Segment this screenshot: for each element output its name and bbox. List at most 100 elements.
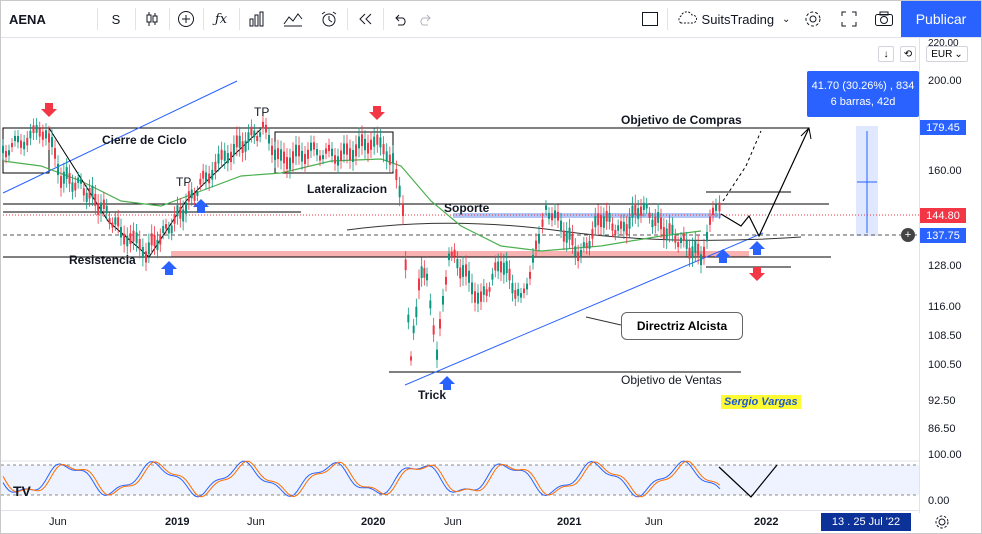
candle-body bbox=[307, 149, 309, 159]
layout-name[interactable]: SuitsTrading ⌄ bbox=[673, 1, 793, 37]
candle-body bbox=[574, 246, 577, 257]
candle-body bbox=[502, 262, 505, 275]
replay-icon[interactable] bbox=[353, 1, 377, 37]
osc-projection bbox=[718, 464, 778, 498]
candle-body bbox=[280, 149, 282, 161]
crosshair-date-tag: 13 . 25 Jul '22 bbox=[821, 513, 911, 531]
candle-body bbox=[418, 278, 420, 291]
candle-body bbox=[407, 314, 410, 323]
candle-body bbox=[145, 251, 147, 263]
candle-body bbox=[640, 206, 642, 216]
currency-selector[interactable]: EUR ⌄ bbox=[926, 46, 968, 62]
candle-body bbox=[491, 273, 494, 280]
price-chart[interactable] bbox=[1, 38, 919, 510]
candle-body bbox=[364, 138, 366, 151]
candle-body bbox=[316, 149, 318, 156]
sell-arrow bbox=[369, 106, 385, 120]
candle-body bbox=[343, 143, 345, 155]
candle-body bbox=[274, 149, 276, 160]
candle-body bbox=[450, 251, 453, 256]
candle-body bbox=[448, 253, 450, 261]
candle-body bbox=[376, 134, 379, 145]
candle-body bbox=[62, 171, 65, 184]
redo-icon[interactable] bbox=[415, 1, 437, 37]
author-signature: Sergio Vargas bbox=[721, 395, 801, 409]
candle-body bbox=[709, 216, 711, 225]
candle-body bbox=[138, 239, 141, 250]
annotation-resistencia: Resistencia bbox=[69, 253, 136, 267]
fx-icon[interactable]: ƒx bbox=[214, 11, 228, 27]
candle-body bbox=[310, 142, 312, 151]
candle-body bbox=[117, 217, 120, 227]
candle-body bbox=[199, 178, 202, 185]
candle-body bbox=[370, 139, 372, 150]
gear-icon[interactable] bbox=[934, 514, 950, 530]
interval-selector[interactable]: S bbox=[111, 11, 121, 27]
candle-body bbox=[395, 169, 398, 181]
candle-body bbox=[582, 242, 585, 247]
candle-body bbox=[135, 232, 138, 244]
candle-body bbox=[2, 145, 4, 154]
osc-tick-0: 0.00 bbox=[928, 495, 950, 507]
sync-icon[interactable]: ⟲ bbox=[900, 46, 916, 62]
candle-body bbox=[193, 194, 196, 201]
symbol-search[interactable]: AENA bbox=[9, 11, 46, 27]
publish-button[interactable]: Publicar bbox=[901, 1, 981, 37]
undo-icon[interactable] bbox=[389, 1, 411, 37]
bar-chart-icon[interactable] bbox=[245, 1, 269, 37]
arrow-down-icon[interactable]: ↓ bbox=[878, 46, 894, 62]
candle-body bbox=[497, 261, 500, 272]
settings-icon[interactable] bbox=[801, 1, 825, 37]
candle-body bbox=[554, 210, 556, 219]
candle-body bbox=[277, 148, 279, 160]
candle-body bbox=[648, 212, 651, 219]
candles-icon[interactable] bbox=[141, 1, 163, 37]
candle-body bbox=[611, 223, 614, 231]
candle-body bbox=[57, 163, 59, 176]
template-icon[interactable] bbox=[281, 1, 305, 37]
candle-body bbox=[373, 136, 376, 147]
candle-body bbox=[465, 264, 467, 277]
candle-body bbox=[538, 233, 540, 244]
candle-body bbox=[45, 130, 47, 139]
candle-body bbox=[319, 155, 321, 161]
fullscreen-box-icon[interactable] bbox=[639, 1, 661, 37]
stoch-d-line bbox=[2, 460, 721, 498]
candle-body bbox=[591, 229, 594, 239]
candle-body bbox=[474, 291, 476, 303]
candle-body bbox=[74, 182, 77, 191]
stoch-k-line bbox=[2, 460, 721, 498]
candle-body bbox=[54, 148, 56, 159]
candle-body bbox=[488, 287, 491, 292]
candle-body bbox=[468, 270, 470, 283]
candle-body bbox=[485, 289, 488, 296]
expand-icon[interactable] bbox=[837, 1, 861, 37]
candle-body bbox=[301, 150, 303, 162]
candle-body bbox=[432, 325, 435, 335]
projection-arrowhead bbox=[800, 126, 812, 140]
candle-body bbox=[505, 261, 508, 274]
alarm-icon[interactable] bbox=[317, 1, 341, 37]
candle-body bbox=[60, 176, 62, 188]
candle-body bbox=[32, 125, 35, 134]
candle-body bbox=[102, 199, 105, 210]
price-axis[interactable]: 220.00 ↓ ⟲ EUR⌄ 200.00180.00160.00128.00… bbox=[878, 38, 981, 529]
sell-arrow bbox=[41, 103, 57, 117]
candle-body bbox=[402, 204, 404, 217]
candle-body bbox=[217, 153, 220, 164]
plus-circle-icon[interactable] bbox=[175, 1, 197, 37]
candle-body bbox=[322, 155, 324, 160]
candle-body bbox=[190, 189, 193, 199]
price-tick: 128.00 bbox=[928, 260, 962, 272]
chevron-down-icon: ⌄ bbox=[954, 48, 963, 60]
candle-body bbox=[238, 135, 241, 148]
candle-body bbox=[526, 283, 528, 290]
candle-body bbox=[355, 144, 357, 157]
time-axis[interactable]: Jun 2019 Jun 2020 Jun 2021 Jun 2022 bbox=[1, 510, 919, 533]
add-alert-icon[interactable]: + bbox=[901, 228, 915, 242]
candle-body bbox=[535, 240, 537, 250]
candle-body bbox=[508, 268, 511, 281]
camera-icon[interactable] bbox=[871, 1, 897, 37]
candle-body bbox=[77, 177, 80, 183]
candle-body bbox=[634, 203, 637, 215]
